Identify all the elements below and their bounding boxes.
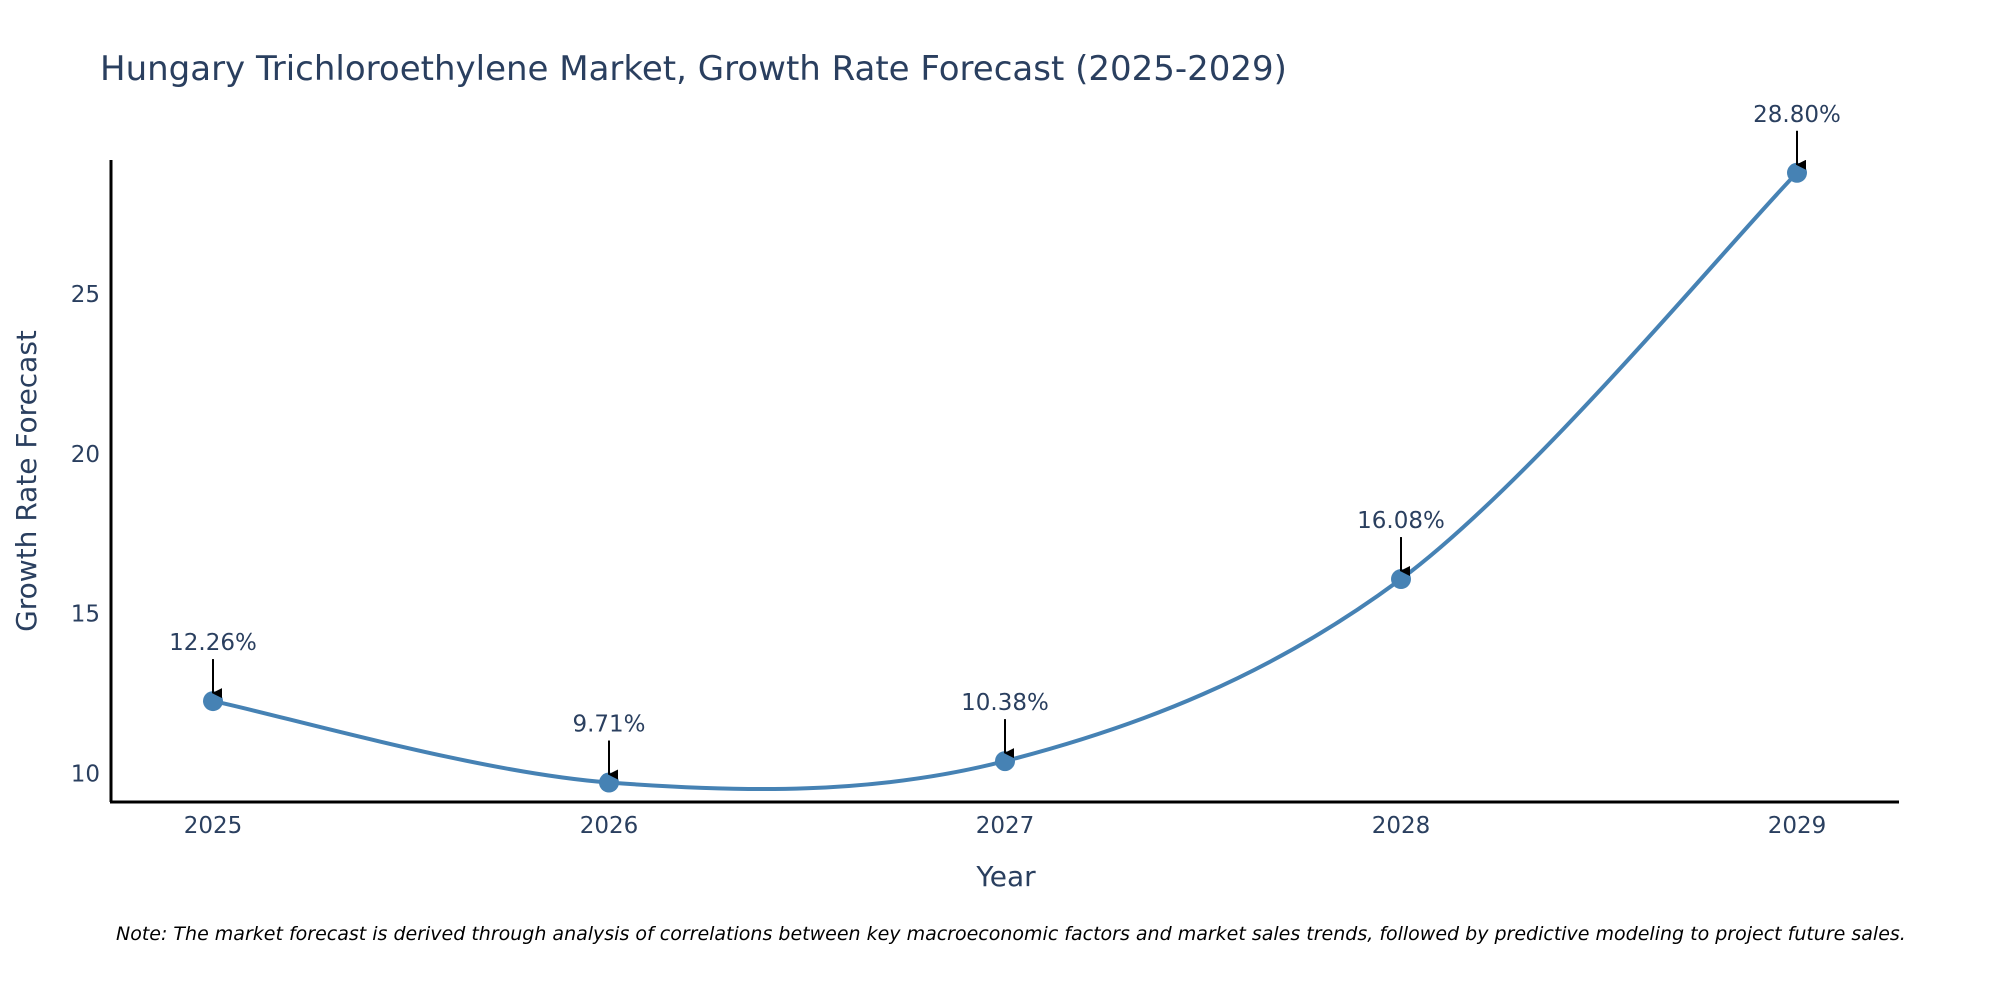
data-point-marker (599, 772, 619, 793)
data-label: 12.26% (169, 630, 257, 656)
growth-rate-line (212, 171, 1799, 792)
y-tick-label: 20 (71, 442, 100, 468)
y-axis-ticks: 10 15 20 25 (71, 282, 100, 787)
x-tick-label: 2026 (580, 813, 639, 839)
x-tick-label: 2029 (1768, 813, 1827, 839)
y-tick-label: 15 (71, 602, 100, 628)
data-point-marker (1391, 569, 1411, 590)
x-axis-title: Year (975, 860, 1036, 893)
x-tick-label: 2027 (976, 813, 1035, 839)
data-label: 16.08% (1357, 508, 1445, 534)
y-tick-label: 10 (71, 761, 100, 787)
x-tick-label: 2025 (184, 813, 243, 839)
data-point-marker (995, 751, 1015, 772)
chart-title: Hungary Trichloroethylene Market, Growth… (100, 49, 1287, 89)
y-tick-label: 25 (71, 282, 100, 308)
footnote: Note: The market forecast is derived thr… (116, 923, 1906, 945)
data-label-annotations: 12.26% 9.71% 10.38% 16.08% 28.80% (169, 102, 1841, 780)
y-axis-title: Growth Rate Forecast (10, 330, 43, 632)
data-label: 28.80% (1753, 102, 1841, 128)
x-tick-label: 2028 (1372, 813, 1431, 839)
data-label: 9.71% (572, 712, 645, 738)
x-axis-ticks: 2025 2026 2027 2028 2029 (184, 813, 1827, 839)
data-point-marker (1787, 162, 1807, 183)
data-label: 10.38% (961, 690, 1049, 716)
data-point-marker (203, 691, 223, 712)
